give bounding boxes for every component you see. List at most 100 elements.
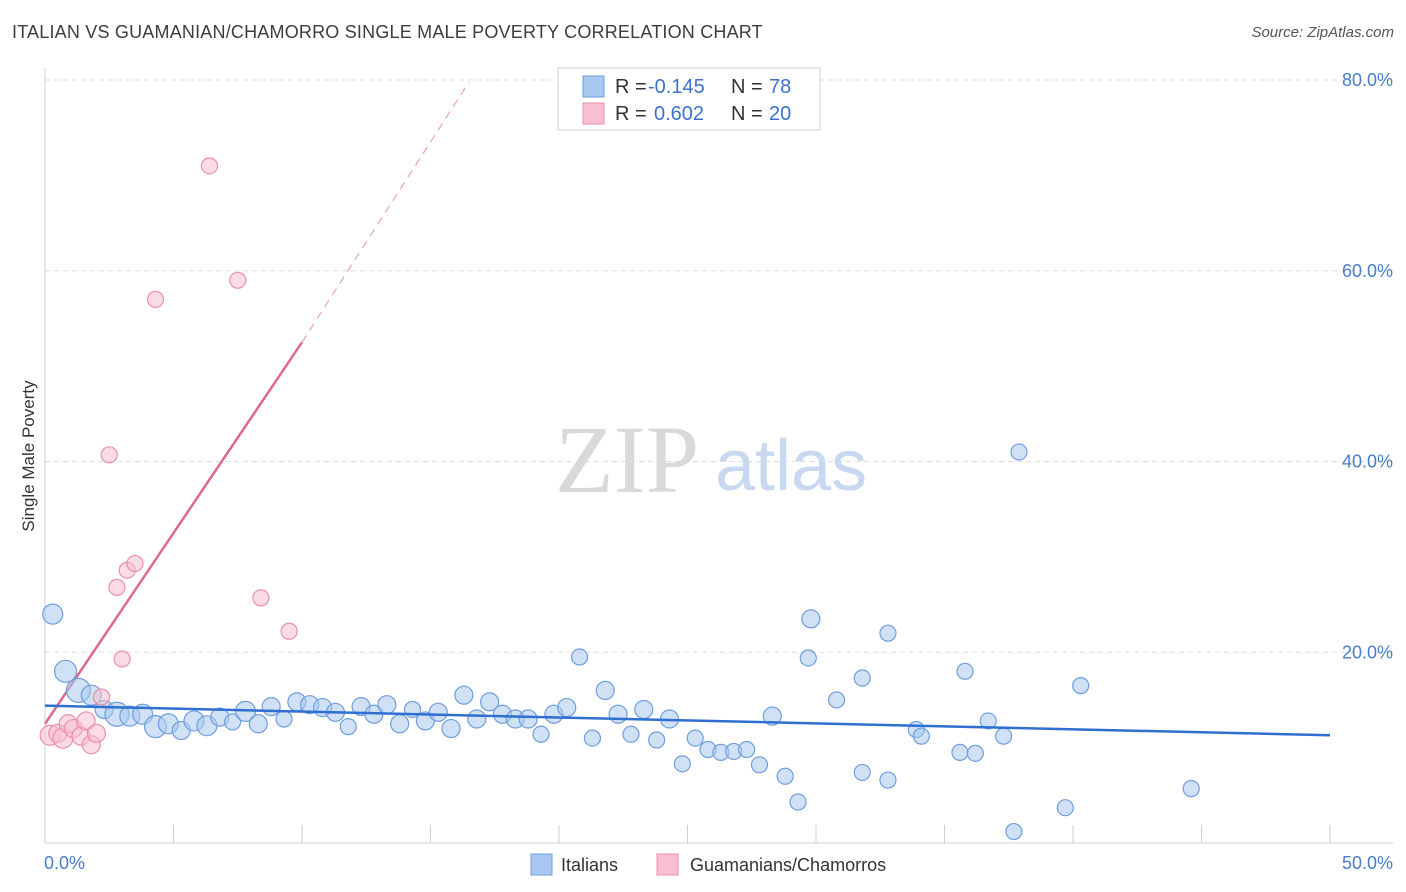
legend-r-label-italians: R = [615, 76, 647, 98]
italians-point-42 [583, 729, 602, 747]
italians-point-31 [441, 718, 461, 739]
y-tick-label-20: 20.0% [1342, 642, 1393, 662]
italians-point-70 [966, 744, 984, 762]
guamanian-point-9 [92, 688, 111, 706]
series-legend-label-italians: Italians [561, 855, 618, 875]
guamanian-point-14 [126, 554, 144, 573]
italians-point-17 [261, 697, 281, 717]
legend-r-label-guamanians: R = [615, 103, 647, 125]
series-legend-swatch-guamanians [656, 853, 679, 876]
guamanian-point-6 [76, 711, 96, 731]
guamanian-point-10 [100, 446, 118, 464]
italians-point-72 [995, 727, 1013, 745]
guamanian-trend-extension [301, 81, 470, 343]
italians-point-74 [1010, 443, 1028, 461]
legend-n-value-guamanians: 20 [769, 103, 791, 125]
watermark-zip: ZIP [555, 406, 699, 513]
italians-point-58 [789, 793, 807, 811]
italians-point-71 [979, 712, 997, 730]
guamanian-point-19 [280, 622, 298, 640]
source-credit: Source: ZipAtlas.com [1251, 24, 1394, 41]
watermark-atlas: atlas [715, 426, 867, 506]
italians-trend-line [44, 704, 1331, 737]
y-tick-label-60: 60.0% [1342, 261, 1393, 281]
legend-n-label-italians: N = [731, 76, 763, 98]
italians-point-1 [53, 659, 78, 683]
italians-point-18 [275, 710, 293, 728]
guamanian-trend [43, 81, 470, 725]
series-legend-label-guamanians: Guamanians/Chamorros [690, 855, 886, 875]
italians-point-41 [570, 648, 589, 666]
legend-swatch-guamanians [582, 102, 605, 125]
guamanian-point-12 [113, 650, 131, 668]
italians-point-30 [428, 702, 448, 722]
italians-point-56 [762, 706, 782, 726]
italians-point-63 [853, 669, 871, 687]
italians-point-23 [339, 718, 357, 736]
legend-r-value-italians: -0.145 [648, 76, 705, 98]
guamanian-point-11 [108, 578, 126, 596]
italians-point-26 [377, 695, 397, 715]
y-tick-labels: 20.0% 40.0% 60.0% 80.0% [1342, 70, 1393, 662]
italians-point-46 [634, 699, 654, 720]
chart-title: ITALIAN VS GUAMANIAN/CHAMORRO SINGLE MAL… [12, 22, 763, 42]
italians-point-34 [480, 692, 500, 712]
legend-r-value-guamanians: 0.602 [654, 103, 704, 125]
italians-point-69 [951, 743, 969, 761]
italians-trend [44, 704, 1331, 737]
italians-point-43 [595, 680, 615, 701]
series-legend-swatch-italians [530, 853, 553, 876]
italians-point-75 [1056, 799, 1074, 817]
guamanian-point-17 [229, 271, 247, 289]
x-tick-label-min: 0.0% [44, 853, 85, 873]
y-axis-label: Single Male Poverty [19, 380, 38, 532]
italians-point-49 [673, 755, 691, 773]
italians-point-40 [557, 697, 577, 718]
series-legend: Italians Guamanians/Chamorros [530, 853, 886, 876]
italians-point-38 [532, 725, 550, 743]
x-ticks [44, 825, 1331, 843]
legend-n-value-italians: 78 [769, 76, 791, 98]
legend-swatch-italians [582, 75, 605, 98]
italians-point-16 [248, 714, 268, 734]
italians-point-60 [799, 649, 817, 667]
guamanian-point-15 [146, 290, 165, 308]
italians-point-67 [912, 727, 930, 745]
italians-point-44 [608, 704, 628, 724]
italians-point-0 [42, 603, 64, 625]
italians-point-54 [738, 740, 756, 759]
y-tick-label-40: 40.0% [1342, 452, 1393, 472]
guamanian-point-8 [86, 723, 107, 743]
gridlines [45, 79, 1393, 653]
italians-point-77 [1182, 780, 1200, 798]
x-tick-label-max: 50.0% [1342, 853, 1393, 873]
italians-point-14 [224, 713, 242, 731]
axes [44, 68, 1393, 844]
legend-n-label-guamanians: N = [731, 103, 763, 125]
italians-point-65 [879, 624, 897, 642]
y-tick-label-80: 80.0% [1342, 70, 1393, 90]
italians-point-33 [467, 709, 487, 729]
italians-point-37 [518, 709, 538, 729]
italians-point-76 [1072, 677, 1090, 695]
italians-point-45 [622, 725, 640, 743]
italians-point-61 [827, 691, 846, 709]
italians-point-59 [801, 609, 821, 629]
italians-point-47 [648, 731, 666, 749]
italians-point-50 [686, 729, 704, 747]
guamanian-point-18 [252, 589, 270, 607]
italians-point-27 [390, 714, 410, 734]
italians-point-64 [879, 771, 897, 789]
italians-point-73 [1005, 822, 1023, 841]
guamanian-trend-line [43, 341, 304, 725]
guamanian-point-16 [200, 157, 219, 175]
italians-point-55 [750, 756, 769, 774]
italians-points [42, 443, 1200, 841]
italians-point-57 [776, 767, 794, 785]
italians-point-68 [956, 662, 974, 680]
italians-point-32 [454, 685, 474, 705]
italians-point-62 [853, 763, 871, 782]
stats-legend: R = -0.145 N = 78 R = 0.602 N = 20 [557, 67, 821, 131]
guamanian-points [39, 157, 298, 755]
